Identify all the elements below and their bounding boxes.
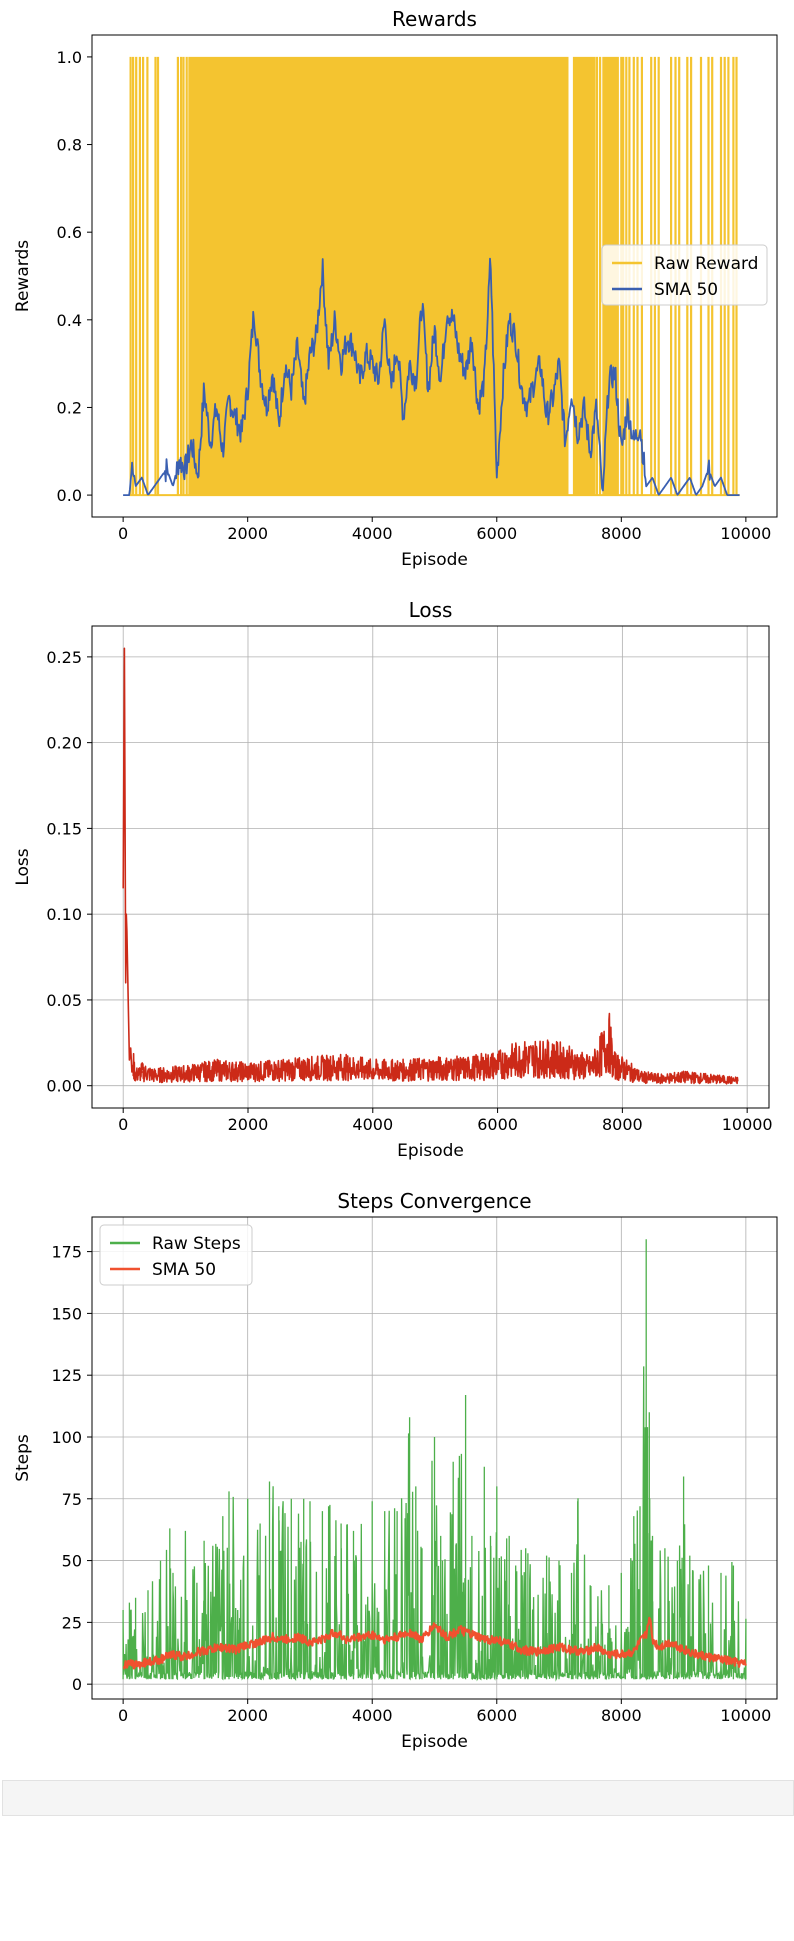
- y-tick-label: 100: [51, 1428, 82, 1447]
- y-tick-label: 0.0: [57, 486, 82, 505]
- y-tick-label: 0.20: [46, 734, 82, 753]
- legend-label: SMA 50: [654, 280, 718, 300]
- x-tick-label: 4000: [352, 524, 393, 543]
- y-tick-label: 0.00: [46, 1077, 82, 1096]
- y-tick-label: 0.6: [57, 223, 82, 242]
- subplot-2: 0 2000 4000 6000 8000 10000 0.00 0.05 0.10 0.15 0.…: [13, 598, 773, 1161]
- x-tick-label: 0: [118, 1115, 128, 1134]
- sma-line: [123, 257, 740, 496]
- plot-area: [123, 56, 740, 497]
- raw-steps-line: [122, 1239, 747, 1682]
- x-tick-label: 2000: [228, 1115, 269, 1134]
- legend: Raw Reward SMA 50: [601, 244, 768, 306]
- x-tick-label: 8000: [601, 524, 642, 543]
- y-axis-label: Steps: [13, 1434, 33, 1482]
- chart-title: Rewards: [392, 7, 477, 31]
- raw-reward-line: [129, 56, 738, 496]
- y-tick-label: 0.05: [46, 991, 82, 1010]
- y-tick-label: 0.10: [46, 905, 82, 924]
- plot-area: [122, 647, 739, 1085]
- axes-frame: [91, 625, 770, 1109]
- y-tick-label: 0: [72, 1675, 82, 1694]
- chart-title: Loss: [409, 598, 453, 622]
- legend-box: [601, 244, 768, 306]
- legend-label: SMA 50: [152, 1260, 216, 1280]
- y-tick-label: 0.25: [46, 648, 82, 667]
- x-tick-label: 8000: [602, 1115, 643, 1134]
- y-tick-label: 0.8: [57, 136, 82, 155]
- legend-label: Raw Steps: [152, 1234, 241, 1254]
- x-tick-label: 2000: [227, 1706, 268, 1725]
- loss-line: [122, 647, 739, 1085]
- y-tick-label: 0.4: [57, 311, 82, 330]
- y-tick-label: 75: [62, 1490, 82, 1509]
- x-tick-label: 6000: [476, 1706, 517, 1725]
- x-tick-label: 0: [118, 524, 128, 543]
- x-tick-label: 4000: [352, 1115, 393, 1134]
- plot-area: [122, 1239, 747, 1682]
- x-tick-label: 10000: [720, 524, 771, 543]
- x-axis-label: Episode: [401, 550, 468, 570]
- x-axis-label: Episode: [397, 1141, 464, 1161]
- legend-label: Raw Reward: [654, 254, 758, 274]
- sma-line: [122, 1616, 747, 1670]
- y-tick-label: 125: [51, 1366, 82, 1385]
- y-axis-label: Loss: [13, 848, 33, 885]
- subplot-3: 0 2000 4000 6000 8000 10000 0 25 50 75 100 125 150 17…: [13, 1189, 778, 1752]
- y-tick-label: 25: [62, 1613, 82, 1632]
- y-tick-label: 150: [51, 1304, 82, 1323]
- x-tick-label: 6000: [477, 1115, 518, 1134]
- x-tick-label: 10000: [720, 1706, 771, 1725]
- legend: Raw Steps SMA 50: [99, 1224, 253, 1286]
- y-axis-label: Rewards: [13, 240, 33, 312]
- charts-container: 0 2000 4000 6000 8000 100000.00.20.40.60.81.0…: [13, 7, 778, 1752]
- bottom-status-bar: [2, 1780, 794, 1816]
- x-tick-label: 10000: [722, 1115, 773, 1134]
- axes-frame: [91, 1216, 778, 1700]
- y-tick-label: 50: [62, 1552, 82, 1571]
- y-tick-label: 175: [51, 1243, 82, 1262]
- subplot-1: 0 2000 4000 6000 8000 10000 0.0 0.2 0.4 0.6 0.8 1.0…: [13, 7, 778, 570]
- x-tick-label: 4000: [352, 1706, 393, 1725]
- axes-frame: [91, 34, 778, 518]
- x-axis-label: Episode: [401, 1732, 468, 1752]
- y-tick-label: 0.15: [46, 819, 82, 838]
- y-tick-label: 1.0: [57, 48, 82, 67]
- x-tick-label: 6000: [476, 524, 517, 543]
- x-tick-label: 2000: [227, 524, 268, 543]
- chart-title: Steps Convergence: [337, 1189, 531, 1213]
- x-tick-label: 8000: [601, 1706, 642, 1725]
- y-tick-label: 0.2: [57, 398, 82, 417]
- x-tick-label: 0: [118, 1706, 128, 1725]
